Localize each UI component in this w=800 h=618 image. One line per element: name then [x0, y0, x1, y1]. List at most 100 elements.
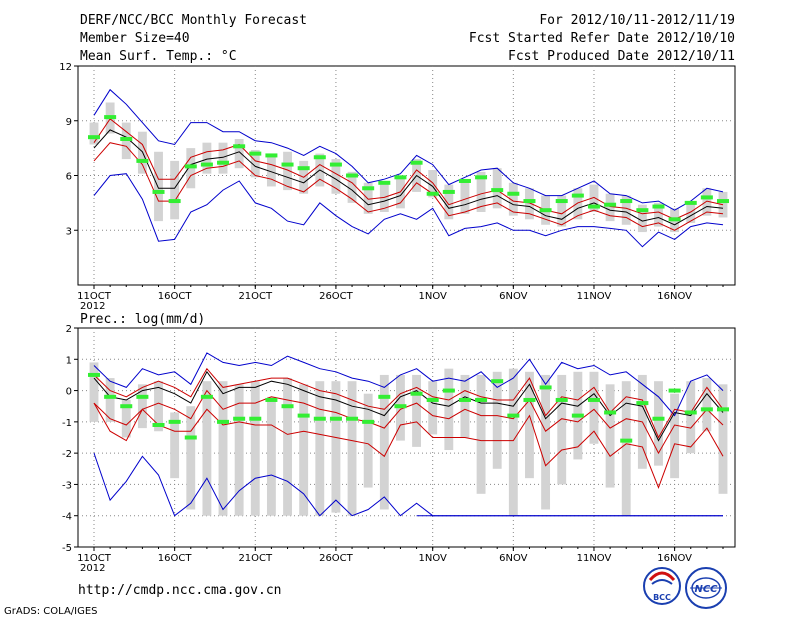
temp-observed-mark [539, 208, 552, 213]
temp-ensemble-box [170, 160, 180, 220]
prec-ensemble-box [557, 374, 567, 485]
prec-observed-mark [475, 397, 488, 402]
prec-ensemble-box [412, 374, 421, 447]
prec-observed-mark [442, 388, 455, 393]
prec-year-label: 2012 [80, 563, 105, 574]
temp-ensemble-box [702, 188, 712, 216]
prec-ytick-label: -5 [62, 543, 72, 554]
temp-observed-mark [168, 199, 181, 204]
prec-observed-mark [152, 422, 165, 427]
temp-ensemble-box [525, 188, 534, 220]
temp-observed-mark [217, 160, 230, 165]
chart-title: DERF/NCC/BCC Monthly Forecast [80, 13, 307, 28]
prec-ensemble-box [460, 374, 470, 438]
temp-observed-mark [620, 199, 633, 204]
temp-ensemble-box [331, 159, 341, 194]
prec-xtick-label: 16NOV [657, 553, 692, 564]
prec-observed-mark [410, 391, 423, 396]
prec-ensemble-box [154, 381, 163, 432]
temp-observed-mark [410, 160, 423, 165]
temp-ensemble-box [460, 179, 470, 214]
prec-observed-mark [604, 410, 617, 415]
temp-observed-mark [491, 188, 504, 193]
prec-ensemble-box [379, 374, 389, 510]
prec-ytick-label: -1 [62, 418, 72, 429]
prec-observed-mark [636, 401, 649, 406]
prec-ensemble-box [718, 384, 728, 494]
prec-observed-mark [539, 385, 552, 390]
precipitation-panel: -5 -4 -3 -2 -1 0 1 2 11OCT 16OCT 21OCT 26OCT 1NOV 6NO… [62, 324, 736, 574]
temp-observed-mark [362, 186, 375, 191]
temp-observed-mark [555, 199, 568, 204]
temp-series-mean [93, 129, 724, 226]
temp-observed-mark [281, 162, 294, 167]
prec-ensemble-box [89, 362, 99, 422]
temp-ensemble-box [202, 142, 212, 174]
temp-observed-mark [88, 135, 100, 140]
source-url[interactable]: http://cmdp.ncc.cma.gov.cn [78, 583, 282, 598]
temp-observed-mark [442, 189, 455, 194]
temp-observed-mark [152, 189, 165, 194]
temp-observed-mark [604, 202, 617, 207]
prec-observed-mark [378, 394, 391, 399]
temp-year-label: 2012 [80, 301, 105, 312]
temp-ensemble-box [605, 193, 615, 222]
temp-ensemble-box [396, 177, 405, 209]
prec-ensemble-box [444, 368, 454, 451]
temp-ensemble-box [266, 155, 276, 187]
temp-observed-mark [104, 115, 117, 120]
prec-xtick-label: 1NOV [418, 553, 447, 564]
prec-ytick-label: -4 [62, 512, 72, 523]
produced-date: Fcst Produced Date 2012/10/11 [508, 49, 735, 64]
prec-series-max [93, 352, 724, 417]
temp-observed-mark [329, 162, 342, 167]
prec-observed-mark [297, 413, 310, 418]
prec-ensemble-box [202, 381, 212, 516]
prec-ensemble-box [218, 381, 228, 516]
precip-panel-title: Prec.: log(mm/d) [80, 312, 205, 327]
temp-series-max [93, 173, 724, 248]
temp-ensemble-box [250, 149, 260, 178]
prec-observed-mark [233, 416, 246, 421]
prec-observed-mark [281, 404, 294, 409]
temp-ytick-label: 3 [66, 226, 72, 237]
prec-ytick-label: 2 [66, 324, 72, 335]
temp-ytick-label: 12 [59, 62, 72, 73]
prec-ensemble-box [331, 381, 341, 513]
variable-label: Mean Surf. Temp.: °C [80, 49, 237, 64]
prec-observed-mark [426, 397, 439, 402]
temp-ytick-label: 6 [66, 172, 72, 183]
prec-ensemble-box [121, 399, 131, 438]
temp-ensemble-box [428, 170, 438, 198]
prec-ensemble-box [105, 378, 115, 422]
temp-ensemble-box [621, 195, 631, 225]
prec-observed-mark [329, 416, 342, 421]
temp-observed-mark [313, 155, 326, 160]
temp-ensemble-box [154, 151, 163, 222]
temp-ensemble-box [363, 182, 373, 214]
prec-ytick-label: 1 [66, 355, 72, 366]
temp-observed-mark [475, 175, 488, 180]
temp-xtick-label: 6NOV [499, 291, 528, 302]
prec-ensemble-box [476, 374, 486, 494]
prec-ensemble-box [363, 393, 373, 488]
temp-observed-mark [507, 191, 520, 196]
refer-date: Fcst Started Refer Date 2012/10/10 [469, 31, 735, 46]
temp-observed-mark [636, 208, 649, 213]
grads-credit: GrADS: COLA/IGES [4, 606, 98, 617]
temp-xtick-label: 11OCT [77, 291, 112, 302]
temp-observed-mark [684, 200, 697, 205]
temp-observed-mark [346, 173, 359, 178]
prec-ensemble-box [654, 381, 663, 466]
temp-ensemble-box [573, 188, 583, 220]
temp-ensemble-box [234, 139, 244, 169]
prec-observed-mark [313, 416, 326, 421]
prec-observed-mark [104, 394, 117, 399]
temp-observed-mark [571, 193, 584, 198]
temp-observed-mark [233, 144, 246, 149]
temp-observed-mark [120, 137, 133, 141]
member-size: Member Size=40 [80, 31, 190, 46]
prec-series-lower_band [93, 402, 724, 490]
temp-observed-mark [297, 166, 310, 171]
